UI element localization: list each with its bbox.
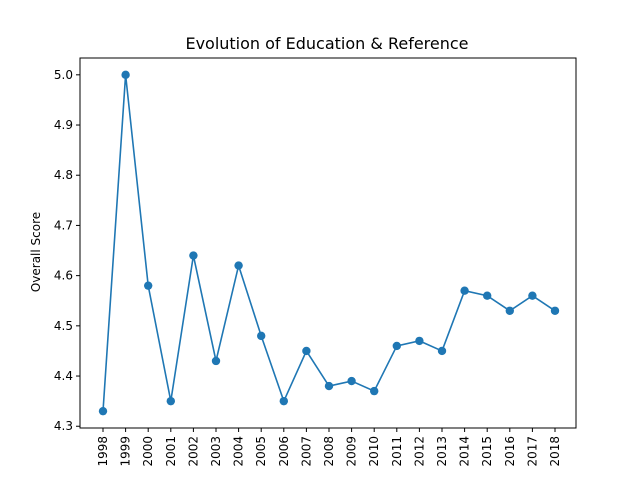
x-tick-label: 1998	[96, 436, 110, 467]
x-tick-label: 2012	[412, 436, 426, 467]
data-point	[370, 386, 379, 396]
chart-title: Evolution of Education & Reference	[185, 34, 468, 53]
y-tick-label: 4.4	[54, 369, 73, 383]
data-point	[324, 381, 334, 391]
x-tick-label: 2002	[186, 436, 200, 467]
data-point	[415, 336, 424, 346]
x-tick-label: 2008	[322, 436, 336, 467]
y-tick-label: 5.0	[54, 68, 73, 82]
x-tick-label: 2001	[164, 436, 178, 467]
plot-area-frame	[79, 57, 577, 429]
y-tick-label: 4.6	[54, 269, 73, 283]
y-tick-label: 4.9	[54, 118, 73, 132]
x-tick-label: 2007	[299, 436, 313, 467]
x-tick-label: 2010	[367, 436, 381, 467]
data-point	[234, 261, 243, 270]
data-point	[144, 281, 153, 290]
data-point	[347, 376, 356, 386]
data-point	[189, 251, 198, 260]
data-point	[302, 346, 311, 356]
x-tick-label: 2016	[503, 436, 517, 467]
x-tick-label: 1999	[119, 436, 133, 467]
series-group	[98, 70, 560, 416]
y-tick-label: 4.3	[54, 419, 73, 433]
data-point	[505, 306, 514, 315]
x-tick-label: 2014	[458, 436, 472, 467]
x-tick-label: 2000	[141, 436, 155, 467]
x-tick-label: 2009	[345, 436, 359, 467]
x-tick-label: 2003	[209, 436, 223, 467]
data-point	[98, 406, 108, 416]
x-tick-label: 2005	[254, 436, 268, 467]
y-tick-label: 4.7	[54, 218, 73, 232]
y-tick-label: 4.8	[54, 168, 73, 182]
data-point	[279, 396, 288, 406]
y-axis: 4.3 4.4 4.5 4.6 4.7 4.8 4.9 5.0	[54, 68, 80, 433]
x-tick-label: 2011	[390, 436, 404, 467]
x-axis: 1998 1999 2000 2001 2002 2003 2004 2005 2006 2007…	[96, 428, 562, 467]
y-axis-label: Overall Score	[29, 212, 43, 292]
x-tick-label: 2018	[548, 436, 562, 467]
x-tick-label: 2013	[435, 436, 449, 467]
data-point	[257, 331, 266, 341]
data-point	[483, 291, 492, 300]
x-tick-label: 2006	[277, 436, 291, 467]
data-point	[166, 396, 175, 406]
x-tick-label: 2017	[525, 436, 539, 467]
data-point	[211, 356, 221, 366]
data-point	[528, 291, 537, 300]
data-point	[437, 346, 447, 356]
x-tick-label: 2015	[480, 436, 494, 467]
x-tick-label: 2004	[232, 436, 246, 467]
data-point	[550, 306, 560, 315]
data-point	[460, 286, 469, 295]
y-tick-label: 4.5	[54, 319, 73, 333]
series-line	[102, 74, 556, 412]
data-point	[392, 341, 401, 351]
data-point	[121, 70, 130, 80]
